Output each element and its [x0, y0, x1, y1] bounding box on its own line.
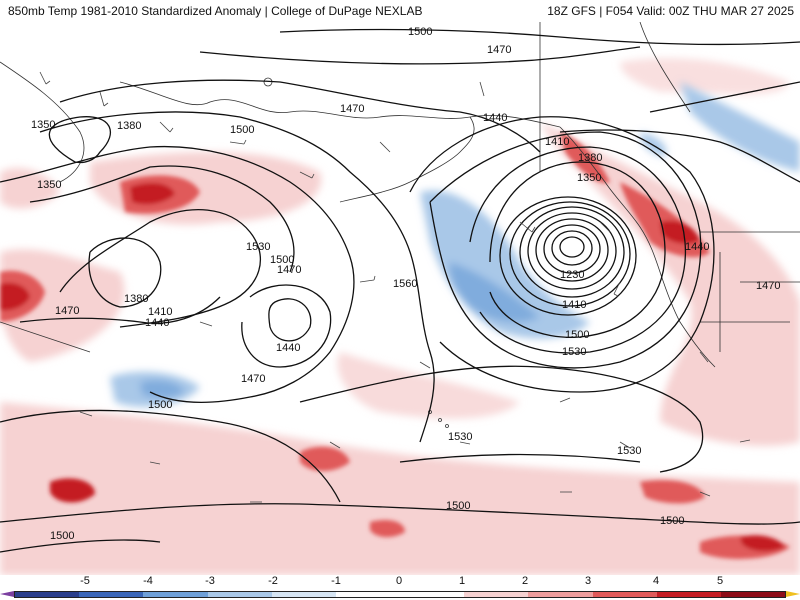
colorbar-segment [400, 592, 465, 597]
height-label: 1500 [270, 254, 294, 266]
colorbar-low-arrow [0, 591, 14, 597]
height-label: 1500 [148, 399, 172, 411]
colorbar-legend: -5 -4 -3 -2 -1 0 1 2 3 4 5 [0, 575, 800, 600]
colorbar-segment [335, 592, 401, 597]
colorbar-tick-label: 5 [716, 575, 724, 587]
colorbar-strip [14, 591, 786, 598]
height-label: 1440 [145, 317, 169, 329]
anomaly-shading-strong [0, 132, 790, 559]
height-label: 1230 [560, 269, 584, 281]
height-label: 1500 [660, 515, 684, 527]
height-label: 1530 [562, 346, 586, 358]
colorbar-segment [207, 592, 272, 597]
height-label: 1410 [562, 299, 586, 311]
colorbar-segment [143, 592, 208, 597]
height-label: 1500 [50, 530, 74, 542]
wind-barbs [39, 71, 751, 503]
colorbar-tick-label: 1 [458, 575, 466, 587]
colorbar-segment [592, 592, 657, 597]
height-label: 1380 [117, 120, 141, 132]
colorbar-tick-label: -3 [205, 575, 215, 587]
height-label: 1470 [55, 305, 79, 317]
height-label: 1560 [393, 278, 417, 290]
map-svg: 1500 1470 1470 1440 1350 1380 1500 1350 … [0, 22, 800, 575]
height-label: 1500 [565, 329, 589, 341]
colorbar-tick-label: -5 [80, 575, 90, 587]
colorbar-tick-label: -1 [331, 575, 341, 587]
height-label: 1350 [31, 119, 55, 131]
colorbar-segment [271, 592, 336, 597]
colorbar-high-arrow [786, 591, 800, 597]
colorbar-segment [720, 592, 786, 597]
colorbar-tick-label: -4 [143, 575, 153, 587]
height-labels: 1500 1470 1470 1440 1350 1380 1500 1350 … [31, 26, 780, 542]
colorbar-tick-label: 3 [584, 575, 592, 587]
height-label: 1530 [617, 445, 641, 457]
colorbar-tick-label: 4 [652, 575, 660, 587]
height-label: 1470 [756, 280, 780, 292]
height-label: 1500 [446, 500, 470, 512]
height-label: 1440 [276, 342, 300, 354]
map-title: 850mb Temp 1981-2010 Standardized Anomal… [8, 4, 423, 18]
colorbar-segment [79, 592, 144, 597]
model-run-info: 18Z GFS | F054 Valid: 00Z THU MAR 27 202… [547, 4, 794, 18]
colorbar-segment [464, 592, 529, 597]
height-label: 1440 [483, 112, 507, 124]
height-label: 1380 [124, 293, 148, 305]
colorbar-segment [15, 592, 80, 597]
height-label: 1440 [685, 241, 709, 253]
colorbar-segment [528, 592, 593, 597]
height-label: 1500 [230, 124, 254, 136]
height-label: 1470 [277, 264, 301, 276]
anomaly-shading-cold [110, 82, 800, 407]
colorbar-tick-label: -2 [268, 575, 278, 587]
anomaly-shading [0, 58, 800, 575]
colorbar-tick-label: 0 [395, 575, 403, 587]
colorbar-tick-label: 2 [521, 575, 529, 587]
weather-map: 1500 1470 1470 1440 1350 1380 1500 1350 … [0, 22, 800, 575]
height-label: 1500 [408, 26, 432, 38]
height-label: 1350 [577, 172, 601, 184]
height-label: 1470 [340, 103, 364, 115]
height-label: 1380 [578, 152, 602, 164]
height-label: 1530 [246, 241, 270, 253]
map-header: 850mb Temp 1981-2010 Standardized Anomal… [0, 0, 800, 22]
low-pressure-system [409, 116, 715, 393]
height-contours [0, 28, 800, 553]
colorbar-segment [656, 592, 721, 597]
height-label: 1410 [545, 136, 569, 148]
height-label: 1410 [148, 306, 172, 318]
height-label: 1530 [448, 431, 472, 443]
height-label: 1470 [487, 44, 511, 56]
height-label: 1470 [241, 373, 265, 385]
height-label: 1350 [37, 179, 61, 191]
